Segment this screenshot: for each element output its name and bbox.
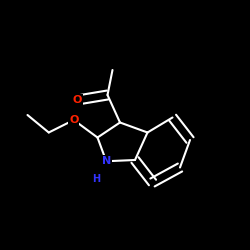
Text: O: O [69, 115, 78, 125]
Text: O: O [73, 95, 82, 105]
Text: N: N [102, 156, 111, 166]
Text: H: H [92, 174, 100, 184]
